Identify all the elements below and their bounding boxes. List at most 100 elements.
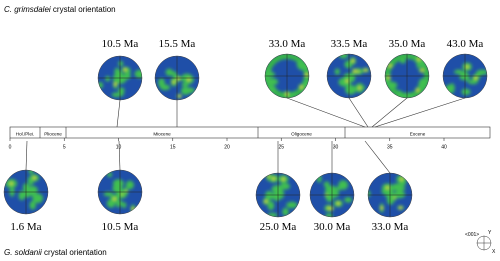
connector — [118, 140, 121, 171]
density-blob — [117, 87, 125, 93]
density-blob — [22, 183, 30, 192]
density-blob — [123, 72, 131, 80]
species: G. soldanii — [4, 248, 42, 257]
tick-label: 40 — [441, 144, 447, 150]
outline — [255, 172, 301, 218]
timeline — [9, 126, 491, 139]
axis-legend: <001> Y X — [465, 230, 496, 255]
density-peak — [272, 177, 275, 180]
density-blob — [323, 181, 330, 188]
tick-label: 10 — [116, 144, 122, 150]
density-peak — [474, 76, 478, 80]
pole-figure — [4, 170, 48, 214]
density-peak — [399, 206, 402, 210]
outline — [367, 172, 413, 218]
density-blob — [396, 94, 405, 98]
outline — [264, 53, 310, 99]
density-blob — [116, 202, 121, 208]
outline — [3, 169, 49, 215]
density-blob — [344, 60, 353, 69]
species: C. grimsdalei — [4, 5, 51, 14]
bottom-title: G. soldanii crystal orientation — [4, 248, 107, 257]
density-peak — [282, 177, 285, 181]
density-peak — [386, 186, 389, 190]
density-blob — [299, 61, 305, 67]
density-peak — [123, 68, 127, 71]
outline — [97, 55, 143, 101]
density-peak — [187, 78, 191, 81]
density-blob — [29, 200, 36, 210]
epoch-label: Oligocene — [291, 132, 312, 137]
density-peak — [172, 80, 176, 84]
legend-label: Y — [488, 230, 492, 236]
pole-figure — [98, 170, 142, 214]
density-peak — [9, 182, 13, 185]
density-blob — [116, 192, 122, 198]
density-blob — [344, 73, 352, 79]
density-blob — [266, 78, 279, 86]
tick-label: 0 — [9, 144, 12, 150]
sample-label: 33.0 Ma — [372, 221, 409, 233]
density-peak — [178, 94, 181, 98]
density-peak — [351, 59, 355, 63]
density-peak — [264, 200, 268, 203]
connector — [286, 97, 366, 128]
tick-label: 5 — [63, 144, 66, 150]
sample-label: 25.0 Ma — [260, 221, 297, 233]
epoch-label: Eocene — [410, 132, 426, 137]
sample-label: 35.0 Ma — [389, 38, 426, 50]
density-blob — [394, 185, 406, 192]
sample-label: 43.0 Ma — [447, 38, 484, 50]
density-peak — [299, 85, 303, 89]
density-blob — [326, 189, 337, 197]
pole-figure — [443, 54, 487, 98]
density-peak — [353, 69, 357, 73]
density-blob — [461, 88, 471, 96]
pole-figure — [310, 173, 354, 217]
density-peak — [420, 69, 424, 72]
density-peak — [400, 177, 403, 181]
density-peak — [330, 207, 333, 210]
outline — [97, 169, 143, 215]
density-blob — [267, 201, 275, 211]
tick-label: 35 — [387, 144, 393, 150]
density-blob — [180, 86, 191, 95]
connector — [371, 97, 408, 128]
outline — [442, 53, 488, 99]
density-blob — [345, 84, 357, 95]
density-peak — [388, 64, 392, 68]
density-blob — [399, 58, 406, 64]
sample-label: 1.6 Ma — [10, 221, 41, 233]
density-blob — [344, 197, 353, 203]
density-peak — [33, 176, 36, 180]
density-blob — [449, 83, 455, 93]
density-blob — [112, 179, 124, 188]
sample-label: 10.5 Ma — [102, 221, 139, 233]
density-blob — [158, 78, 165, 88]
tick-label: 30 — [333, 144, 339, 150]
density-blob — [368, 190, 371, 198]
density-blob — [279, 183, 291, 190]
sample-label: 30.0 Ma — [314, 221, 351, 233]
density-peak — [358, 86, 361, 90]
title-text: crystal orientation — [53, 5, 116, 14]
outline — [309, 172, 355, 218]
density-peak — [305, 73, 309, 77]
sample-label: 33.0 Ma — [269, 38, 306, 50]
title-text: crystal orientation — [44, 248, 107, 257]
epoch-bar — [9, 126, 491, 139]
density-peak — [113, 197, 116, 201]
density-peak — [387, 76, 390, 79]
density-peak — [345, 79, 349, 83]
tick-label: 15 — [170, 144, 176, 150]
density-blob — [393, 190, 406, 199]
density-peak — [417, 58, 421, 61]
density — [262, 173, 298, 217]
outline — [384, 53, 430, 99]
density-blob — [181, 82, 189, 87]
density-peak — [465, 65, 469, 69]
density-blob — [121, 202, 127, 209]
density-blob — [103, 191, 114, 197]
pole-figure — [265, 54, 309, 98]
density-peak — [380, 206, 384, 210]
